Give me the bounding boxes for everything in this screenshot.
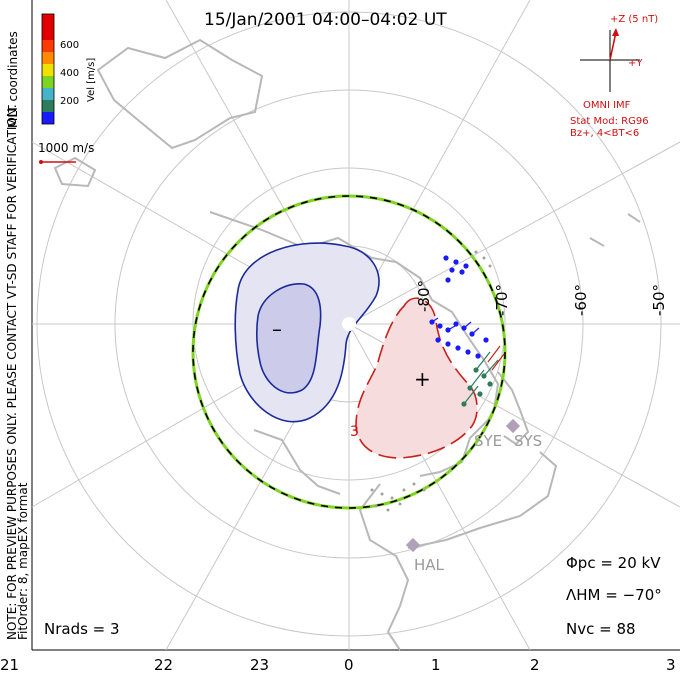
colorbar-label: Vel [m/s] [86, 58, 97, 102]
radar-label-hal: HAL [414, 556, 445, 574]
colorbar-segment [42, 64, 54, 76]
mlt-label-22: 22 [154, 656, 173, 674]
latitude-label-60: -60° [572, 284, 590, 316]
map-title: 15/Jan/2001 04:00–04:02 UT [204, 10, 447, 30]
radar-label-sye: SYE [474, 432, 502, 450]
mlt-label-3: 3 [666, 656, 676, 674]
colorbar-segment [42, 40, 54, 52]
colorbar-segment [42, 76, 54, 88]
reference-vector-label: 1000 m/s [38, 141, 94, 155]
colorbar-tick-200: 200 [60, 96, 79, 107]
contour-label: 3 [350, 424, 359, 440]
positive-cell-marker: + [414, 367, 431, 391]
latitude-label-80: -80° [415, 280, 433, 312]
colorbar-segment [42, 14, 54, 40]
imf-source: OMNI IMF [583, 100, 631, 111]
negative-cell-marker: – [272, 317, 282, 341]
latitude-label-70: -70° [493, 284, 511, 316]
mlt-label-1: 1 [431, 656, 441, 674]
imf-clock-dial [580, 28, 640, 92]
radar-label-sys: SYS [514, 432, 542, 450]
velocity-vectors [370, 250, 505, 512]
vector-count: Nvc = 88 [566, 620, 636, 638]
stat-model-condition: Bz+, 4<BT<6 [570, 128, 639, 139]
colorbar-segment [42, 100, 54, 112]
colorbar-tick-600: 600 [60, 40, 79, 51]
colorbar-segment [42, 112, 54, 124]
positive-potential-cell [355, 297, 478, 459]
colorbar-tick-400: 400 [60, 68, 79, 79]
radar-count: Nrads = 3 [44, 620, 120, 638]
velocity-colorbar [41, 13, 55, 125]
mlt-label-2: 2 [530, 656, 540, 674]
mlt-label-23: 23 [250, 656, 269, 674]
coastlines [53, 38, 641, 651]
colorbar-segment [42, 52, 54, 64]
coordinates-label: MLT coordinates [6, 31, 20, 128]
negative-potential-cell [234, 242, 380, 423]
imf-z-label: +Z (5 nT) [610, 14, 658, 25]
imf-y-label: +Y [628, 58, 643, 69]
radar-sites [405, 418, 521, 553]
mlt-label-0: 0 [344, 656, 354, 674]
preview-note: NOTE: FOR PREVIEW PURPOSES ONLY. PLEASE … [5, 104, 19, 640]
hm-boundary-latitude: ΛHM = −70° [566, 586, 662, 604]
cross-polar-potential: Φpc = 20 kV [566, 554, 661, 572]
colorbar-segment [42, 88, 54, 100]
latitude-label-50: -50° [650, 284, 668, 316]
stat-model: Stat Mod: RG96 [570, 116, 649, 127]
fit-order-note: FitOrder: 8, mapEX format [16, 482, 30, 640]
mlt-label-21: 21 [0, 656, 19, 674]
